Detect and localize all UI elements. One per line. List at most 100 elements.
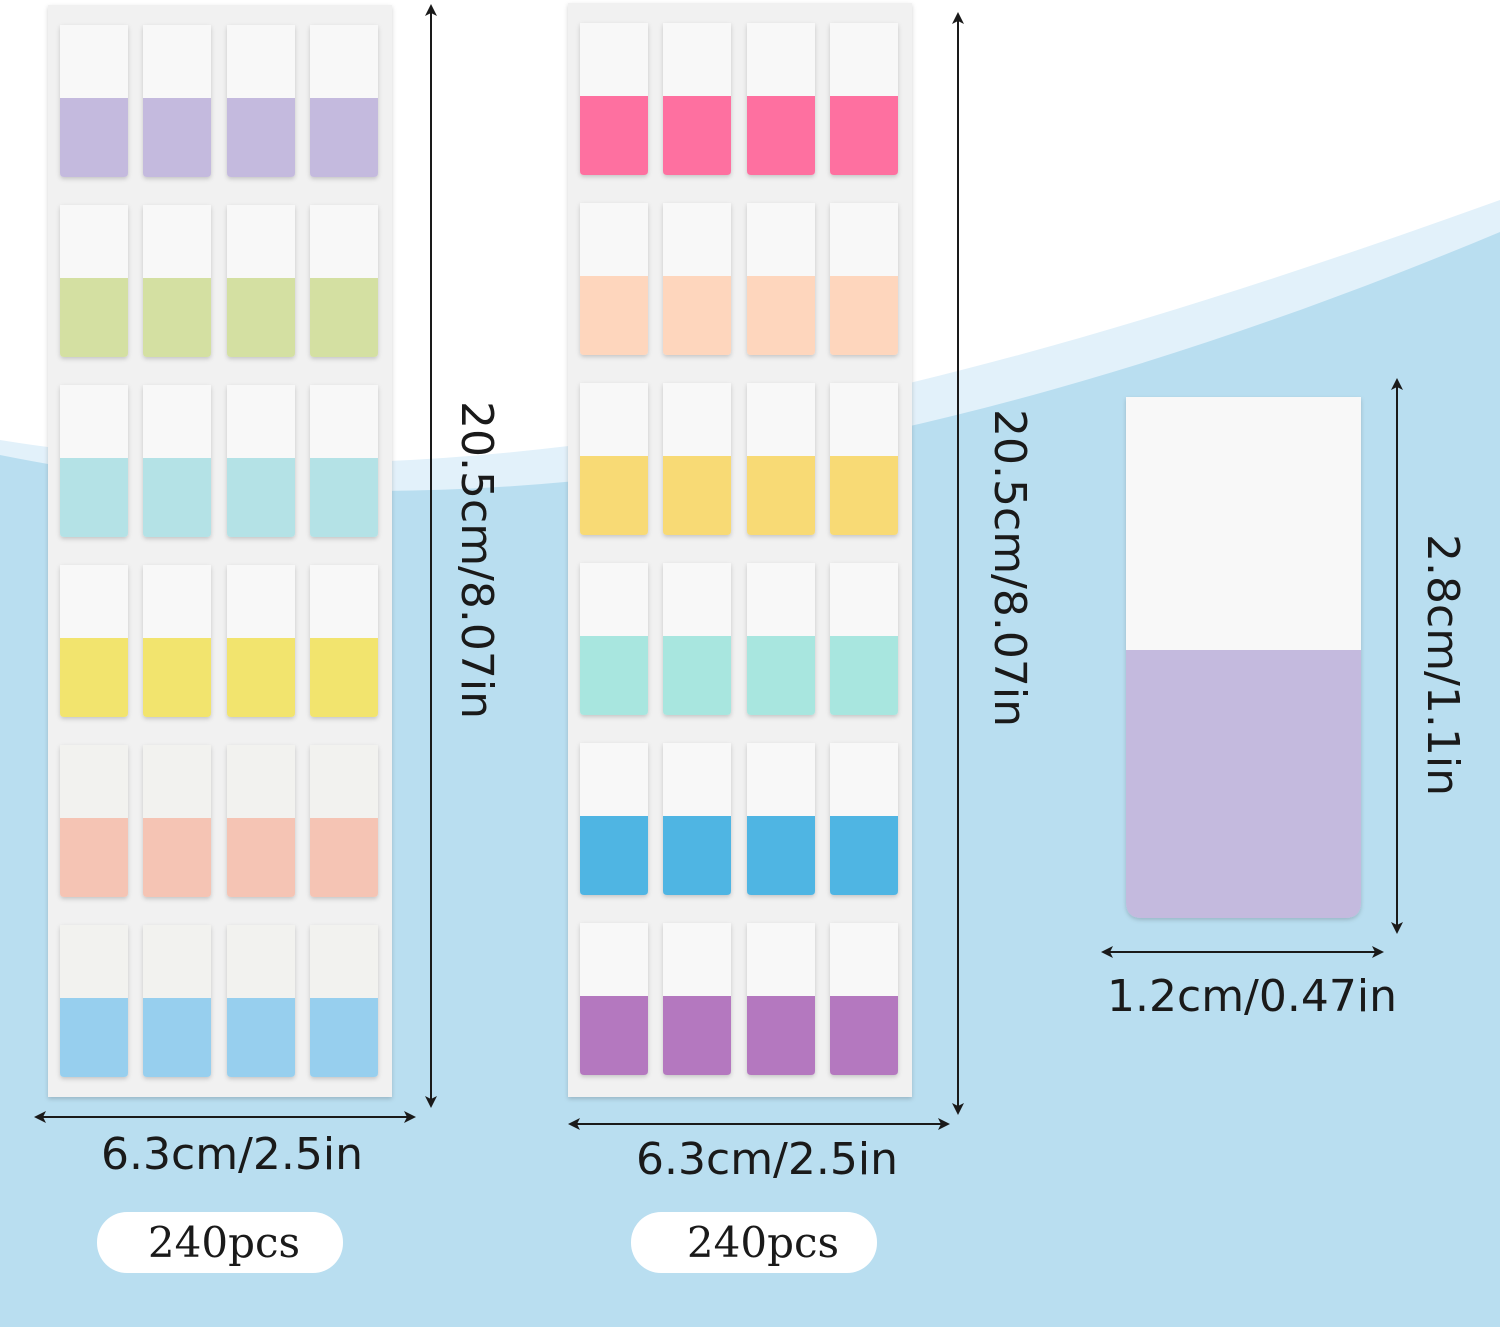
tab-color	[580, 636, 648, 715]
tab-color	[663, 96, 731, 175]
tab-white	[580, 923, 648, 996]
tab-color	[580, 456, 648, 535]
tab-flag	[580, 923, 648, 1075]
tab-flag	[143, 205, 211, 357]
tab-white	[60, 205, 128, 278]
tab-color	[830, 276, 898, 355]
height-label-tab: 2.8cm/1.1in	[1417, 534, 1468, 796]
tab-color	[60, 818, 128, 897]
tab-white	[580, 23, 648, 96]
tab-white	[830, 743, 898, 816]
tab-flag	[830, 23, 898, 175]
tab-color	[227, 818, 295, 897]
tab-white	[227, 925, 295, 998]
tab-flag	[747, 203, 815, 355]
tab-flag	[663, 203, 731, 355]
tab-flag	[60, 385, 128, 537]
tab-flag	[830, 923, 898, 1075]
tab-flag	[310, 205, 378, 357]
tab-white	[143, 385, 211, 458]
tab-white	[830, 923, 898, 996]
count-pill-right	[631, 1212, 877, 1273]
tab-flag	[227, 25, 295, 177]
tab-white	[580, 743, 648, 816]
tab-white	[663, 563, 731, 636]
tab-color	[143, 278, 211, 357]
tab-white	[60, 25, 128, 98]
tab-white	[227, 745, 295, 818]
tab-color	[143, 98, 211, 177]
tab-white	[830, 203, 898, 276]
sheet-backing	[48, 5, 392, 1097]
tab-flag	[227, 385, 295, 537]
tab-flag	[663, 23, 731, 175]
tab-color	[143, 638, 211, 717]
tab-flag	[830, 203, 898, 355]
tab-white	[747, 923, 815, 996]
tab-white	[663, 743, 731, 816]
tab-color	[227, 98, 295, 177]
tab-white	[310, 205, 378, 278]
tab-color	[747, 456, 815, 535]
tab-color	[60, 458, 128, 537]
tab-flag	[580, 383, 648, 535]
tab-color	[580, 816, 648, 895]
tab-flag	[830, 383, 898, 535]
tab-color	[747, 636, 815, 715]
tab-color	[580, 996, 648, 1075]
tab-white	[580, 383, 648, 456]
tab-white	[830, 563, 898, 636]
tab-flag	[830, 743, 898, 895]
tab-white	[227, 385, 295, 458]
tab-flag	[143, 745, 211, 897]
tab-color	[830, 456, 898, 535]
tab-flag	[143, 925, 211, 1077]
tab-white	[310, 925, 378, 998]
tab-white	[143, 565, 211, 638]
tab-color	[60, 98, 128, 177]
tab-white	[227, 205, 295, 278]
tab-flag	[60, 925, 128, 1077]
tab-color	[310, 278, 378, 357]
tab-white	[143, 925, 211, 998]
tab-white	[60, 385, 128, 458]
tab-flag	[747, 563, 815, 715]
tab-white	[830, 23, 898, 96]
width-label-tab: 1.2cm/0.47in	[1107, 971, 1397, 1022]
tab-flag	[60, 745, 128, 897]
tab-flag	[60, 25, 128, 177]
tab-white	[143, 745, 211, 818]
tab-flag	[60, 565, 128, 717]
tab-flag	[60, 205, 128, 357]
tab-flag	[580, 743, 648, 895]
tab-flag	[143, 25, 211, 177]
tab-flag	[143, 385, 211, 537]
tab-white	[310, 25, 378, 98]
tab-white	[830, 383, 898, 456]
tab-color	[663, 636, 731, 715]
tab-sheet-left	[48, 5, 392, 1097]
tab-white	[747, 23, 815, 96]
tab-white	[663, 23, 731, 96]
tab-flag	[227, 745, 295, 897]
tab-color	[747, 816, 815, 895]
tab-color	[227, 638, 295, 717]
tab-color	[580, 276, 648, 355]
width-label-right: 6.3cm/2.5in	[636, 1134, 898, 1185]
tab-color	[663, 456, 731, 535]
tab-flag	[310, 25, 378, 177]
tab-flag	[663, 743, 731, 895]
tab-white	[60, 745, 128, 818]
tab-white	[143, 205, 211, 278]
tab-flag	[310, 565, 378, 717]
tab-color	[747, 96, 815, 175]
tab-flag	[747, 23, 815, 175]
tab-color	[747, 996, 815, 1075]
tab-color	[60, 998, 128, 1077]
sheet-backing	[568, 3, 912, 1097]
tab-color	[60, 638, 128, 717]
tab-white	[663, 203, 731, 276]
tab-color	[663, 276, 731, 355]
tab-color	[310, 98, 378, 177]
